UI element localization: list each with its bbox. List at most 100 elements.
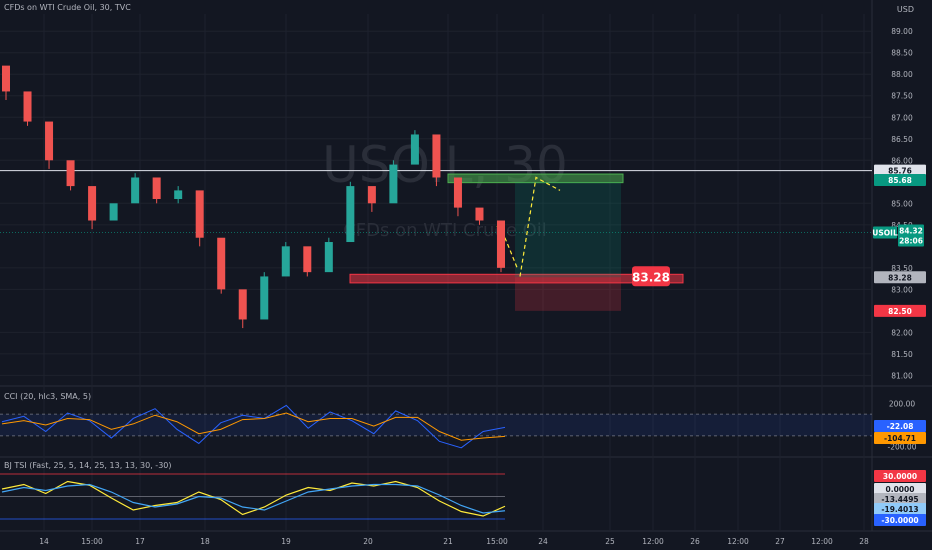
price-tick-label: 81.00	[891, 371, 913, 380]
candle	[497, 220, 505, 268]
time-tick-label: 19	[281, 537, 291, 546]
cci-value-tag: -22.08	[887, 422, 914, 431]
candle	[346, 186, 355, 243]
current-symbol-tag: USOIL	[872, 229, 898, 238]
price-tick-label: 87.50	[891, 92, 913, 101]
projection-path	[519, 176, 561, 277]
candle	[152, 177, 161, 199]
candle	[45, 121, 54, 161]
candle	[66, 160, 75, 187]
cci-title[interactable]: CCI (20, hlc3, SMA, 5)	[4, 392, 92, 401]
take-profit-price-tag: 85.68	[888, 176, 912, 185]
symbol-title[interactable]: CFDs on WTI Crude Oil, 30, TVC	[4, 3, 131, 12]
tsi-value-tag: 30.0000	[883, 472, 917, 481]
price-tick-label: 87.00	[891, 113, 913, 122]
time-tick-label: 21	[443, 537, 453, 546]
tsi-value-tag-bg	[874, 514, 926, 526]
candle	[367, 186, 376, 204]
current-symbol-tag-bg	[873, 226, 897, 239]
candle	[174, 190, 183, 199]
cci-value-tag-bg	[874, 420, 926, 432]
watermark-description: CFDs on WTI Crude Oil	[343, 220, 547, 241]
tsi-value-tag-bg	[874, 493, 926, 505]
tsi-value-tag: -19.4013	[881, 505, 918, 514]
time-tick-label: 17	[135, 537, 145, 546]
cci-band-fill	[0, 414, 872, 436]
time-tick-label: 14	[39, 537, 49, 546]
time-tick-label: 20	[363, 537, 373, 546]
stop-loss-price-tag-bg	[874, 304, 926, 317]
entry-price-callout-bg	[632, 266, 670, 287]
candle	[195, 190, 204, 238]
candle	[453, 177, 462, 208]
candle	[303, 246, 312, 273]
time-tick-label: 24	[538, 537, 548, 546]
support-zone	[349, 273, 684, 284]
candle	[88, 186, 97, 221]
take-profit-price-tag-bg	[874, 174, 926, 187]
candle	[23, 91, 32, 122]
tsi-value-tag: -30.0000	[881, 516, 918, 525]
candle	[324, 242, 333, 273]
tsi-title[interactable]: BJ TSI (Fast, 25, 5, 14, 25, 13, 13, 30,…	[4, 461, 172, 470]
entry-price-tag-bg	[874, 271, 926, 284]
price-tick-label: 86.00	[891, 156, 913, 165]
time-tick-label: 15:00	[486, 537, 508, 546]
time-tick-label: 27	[775, 537, 785, 546]
current-price-tag: 84.32	[899, 227, 923, 236]
tsi-value-tag-bg	[874, 503, 926, 515]
stop-loss-price-tag: 82.50	[888, 307, 912, 316]
watermark-symbol: USOIL, 30	[322, 136, 568, 194]
time-tick-label: 26	[690, 537, 700, 546]
price-tick-label: 85.00	[891, 199, 913, 208]
time-tick-label: 18	[200, 537, 210, 546]
current-price-tag-bg	[898, 224, 924, 237]
candle	[217, 237, 226, 290]
long-position-risk-area	[515, 277, 621, 311]
price-tick-label: 86.50	[891, 135, 913, 144]
horizontal-line-price-tag: 85.76	[888, 167, 912, 176]
candle	[260, 276, 269, 320]
price-tick-label: 81.50	[891, 350, 913, 359]
cci-tick-label: -200.00	[888, 443, 917, 452]
countdown-tag: 28:06	[899, 237, 923, 246]
tsi-value-tag-bg	[874, 470, 926, 482]
candle	[281, 246, 290, 277]
cci-tick-label: 200.00	[889, 399, 915, 408]
price-tick-label: 89.00	[891, 27, 913, 36]
time-tick-label: 12:00	[727, 537, 749, 546]
candle	[389, 164, 398, 204]
cci-ma-value-tag-bg	[874, 432, 926, 444]
candle	[131, 177, 140, 204]
currency-label: USD	[896, 5, 914, 14]
tsi-line	[1, 480, 506, 517]
price-tick-label: 88.00	[891, 70, 913, 79]
price-tick-label: 82.00	[891, 328, 913, 337]
candle	[432, 134, 441, 178]
time-tick-label: 25	[605, 537, 615, 546]
time-tick-label: 28	[859, 537, 869, 546]
candle	[109, 203, 118, 221]
cci-ma-line	[1, 412, 506, 441]
candle	[475, 207, 484, 221]
tsi-value-tag: 0.0000	[886, 485, 915, 494]
entry-price-tag: 83.28	[888, 273, 912, 282]
horizontal-line-price-tag-bg	[874, 164, 926, 177]
time-tick-label: 15:00	[81, 537, 103, 546]
tsi-signal-line	[1, 483, 506, 514]
tsi-value-tag-bg	[874, 483, 926, 495]
price-tick-label: 83.00	[891, 285, 913, 294]
countdown-tag-bg	[898, 234, 924, 247]
entry-price-callout: 83.28	[632, 270, 670, 284]
price-tick-label: 83.50	[891, 264, 913, 273]
candle	[410, 134, 419, 165]
time-tick-label: 12:00	[642, 537, 664, 546]
time-tick-label: 12:00	[811, 537, 833, 546]
cci-ma-value-tag: -104.71	[884, 434, 916, 443]
candle	[2, 65, 10, 92]
candle	[238, 289, 247, 320]
price-tick-label: 88.50	[891, 49, 913, 58]
long-position-profit-area	[515, 182, 621, 278]
